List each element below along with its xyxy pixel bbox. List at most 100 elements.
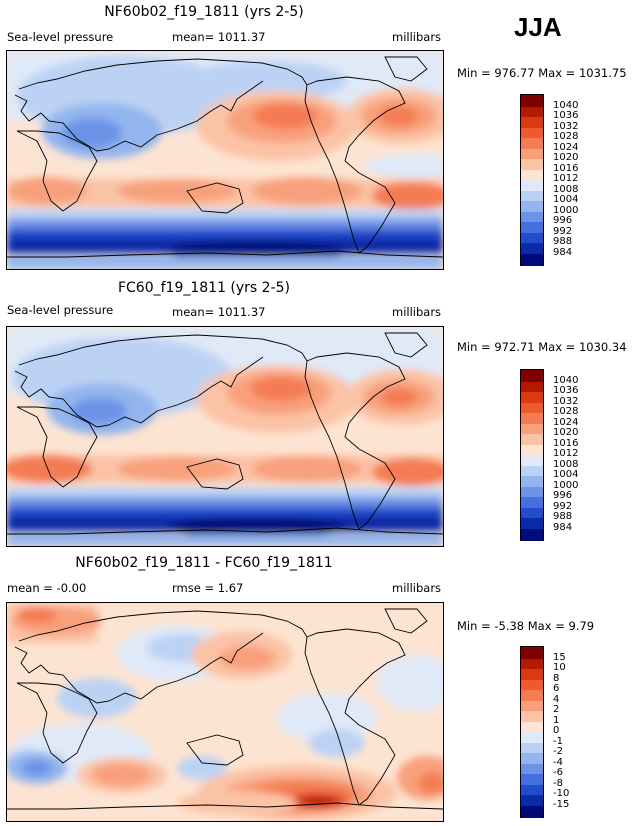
colorbar-label: 8 xyxy=(553,672,560,684)
colorbar-swatch xyxy=(521,423,543,435)
colorbar-swatch xyxy=(521,148,543,160)
colorbar-swatch xyxy=(521,159,543,170)
colorbar-label: -10 xyxy=(553,788,570,800)
panel1-variable-label: Sea-level pressure xyxy=(7,30,114,44)
colorbar-swatch xyxy=(521,507,543,519)
colorbar-label: 1016 xyxy=(553,437,579,449)
colorbar-swatch xyxy=(521,528,543,541)
colorbar-swatch xyxy=(521,392,543,403)
colorbar-swatch xyxy=(521,774,543,785)
colorbar-swatch xyxy=(521,190,543,202)
colorbar-label: 1024 xyxy=(553,141,579,153)
colorbar-swatch xyxy=(521,106,543,118)
colorbar-swatch xyxy=(521,476,543,487)
colorbar-label: -2 xyxy=(553,746,563,758)
panel2-map xyxy=(6,326,444,547)
colorbar-label: 1040 xyxy=(553,99,579,111)
panel2-title: FC60_f19_1811 (yrs 2-5) xyxy=(117,280,291,296)
colorbar-label: -1 xyxy=(553,735,563,747)
panel1-mean: mean= 1011.37 xyxy=(172,30,266,44)
panel3-minmax: Min = -5.38 Max = 9.79 xyxy=(457,619,595,633)
colorbar-label: 984 xyxy=(553,246,573,258)
colorbar-label: 992 xyxy=(553,500,573,512)
colorbar-swatch xyxy=(521,679,543,691)
panel3-rmse: rmse = 1.67 xyxy=(172,581,244,595)
colorbar-label: 1032 xyxy=(553,120,579,132)
season-label: JJA xyxy=(514,12,562,42)
panel3-colorbar xyxy=(520,646,544,818)
colorbar-swatch xyxy=(521,795,543,806)
panel1-minmax: Min = 976.77 Max = 1031.75 xyxy=(457,66,627,80)
panel2-minmax: Min = 972.71 Max = 1030.34 xyxy=(457,340,627,354)
colorbar-swatch xyxy=(521,413,543,424)
colorbar-label: 1008 xyxy=(553,183,579,195)
colorbar-label: 1 xyxy=(553,714,560,726)
colorbar-swatch xyxy=(521,138,543,149)
colorbar-label: 984 xyxy=(553,521,573,533)
colorbar-label: 15 xyxy=(553,651,566,663)
colorbar-label: 1012 xyxy=(553,448,579,460)
panel3-title: NF60b02_f19_1811 - FC60_f19_1811 xyxy=(75,555,333,571)
panel2-units: millibars xyxy=(392,305,442,319)
panel1-title: NF60b02_f19_1811 (yrs 2-5) xyxy=(104,4,304,20)
colorbar-swatch xyxy=(521,647,543,659)
colorbar-label: 988 xyxy=(553,511,573,523)
colorbar-label: 1000 xyxy=(553,479,579,491)
colorbar-swatch xyxy=(521,690,543,701)
colorbar-label: 4 xyxy=(553,693,560,705)
colorbar-swatch xyxy=(521,518,543,529)
colorbar-label: -15 xyxy=(553,798,570,810)
colorbar-label: 2 xyxy=(553,704,560,716)
colorbar-swatch xyxy=(521,658,543,670)
colorbar-label: 1020 xyxy=(553,152,579,164)
panel1-colorbar xyxy=(520,94,544,266)
colorbar-swatch xyxy=(521,232,543,244)
colorbar-label: 1032 xyxy=(553,395,579,407)
panel3-map xyxy=(6,602,444,822)
panel3-units: millibars xyxy=(392,581,442,595)
colorbar-swatch xyxy=(521,700,543,712)
colorbar-label: -4 xyxy=(553,756,563,768)
panel2-mean: mean= 1011.37 xyxy=(172,305,266,319)
colorbar-swatch xyxy=(521,455,543,466)
colorbar-swatch xyxy=(521,711,543,722)
colorbar-label: 1028 xyxy=(553,131,579,143)
panel2-colorbar xyxy=(520,369,544,541)
colorbar-swatch xyxy=(521,486,543,498)
colorbar-swatch xyxy=(521,211,543,223)
colorbar-swatch xyxy=(521,127,543,139)
colorbar-swatch xyxy=(521,434,543,445)
colorbar-label: -8 xyxy=(553,777,563,789)
colorbar-label: 0 xyxy=(553,725,560,737)
panel3-mean: mean = -0.00 xyxy=(7,581,87,595)
colorbar-label: 6 xyxy=(553,683,560,695)
panel1-map xyxy=(6,50,444,270)
colorbar-swatch xyxy=(521,117,543,128)
colorbar-swatch xyxy=(521,201,543,212)
colorbar-label: 1000 xyxy=(553,204,579,216)
colorbar-swatch xyxy=(521,444,543,456)
colorbar-label: 1024 xyxy=(553,416,579,428)
colorbar-swatch xyxy=(521,784,543,796)
colorbar-swatch xyxy=(521,721,543,733)
colorbar-swatch xyxy=(521,742,543,754)
colorbar-label: 992 xyxy=(553,225,573,237)
colorbar-swatch xyxy=(521,753,543,764)
colorbar-swatch xyxy=(521,465,543,477)
colorbar-swatch xyxy=(521,669,543,680)
colorbar-swatch xyxy=(521,805,543,818)
colorbar-swatch xyxy=(521,253,543,266)
colorbar-label: 1040 xyxy=(553,374,579,386)
colorbar-label: 1016 xyxy=(553,162,579,174)
colorbar-label: 1036 xyxy=(553,385,579,397)
colorbar-label: 1012 xyxy=(553,173,579,185)
colorbar-label: 996 xyxy=(553,490,573,502)
colorbar-swatch xyxy=(521,95,543,107)
colorbar-swatch xyxy=(521,370,543,382)
colorbar-swatch xyxy=(521,381,543,393)
colorbar-label: 1028 xyxy=(553,406,579,418)
colorbar-label: 988 xyxy=(553,236,573,248)
panel2-variable-label: Sea-level pressure xyxy=(7,303,114,317)
colorbar-swatch xyxy=(521,243,543,254)
colorbar-label: 1020 xyxy=(553,427,579,439)
